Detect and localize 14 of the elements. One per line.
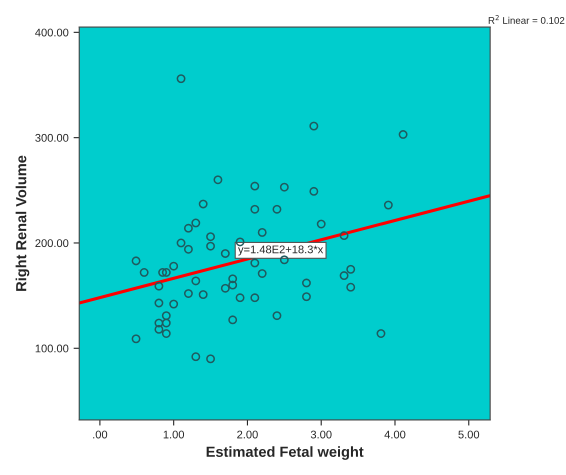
y-tick-label: 400.00 [35, 28, 68, 36]
x-tick-label: 2.00 [237, 430, 258, 438]
y-tick-label: 300.00 [35, 134, 68, 142]
x-tick-label: 1.00 [164, 430, 184, 438]
y-tick-label: 200.00 [35, 239, 68, 248]
text: R$^{2}$ Linear = 0.102 [488, 15, 564, 24]
x-tick-label: 5.00 [458, 430, 480, 438]
x-tick-label: .00 [93, 430, 108, 438]
y-tick-label: 100.00 [36, 344, 68, 352]
x-axis-title: Estimated Fetal weight [206, 446, 364, 460]
x-tick-label: 3.00 [310, 430, 332, 438]
y-axis-title: Right Renal Volume [16, 156, 30, 291]
annotation: y=1.48E2+18.3*x [238, 245, 324, 256]
x-tick-label: 4.00 [384, 430, 406, 438]
